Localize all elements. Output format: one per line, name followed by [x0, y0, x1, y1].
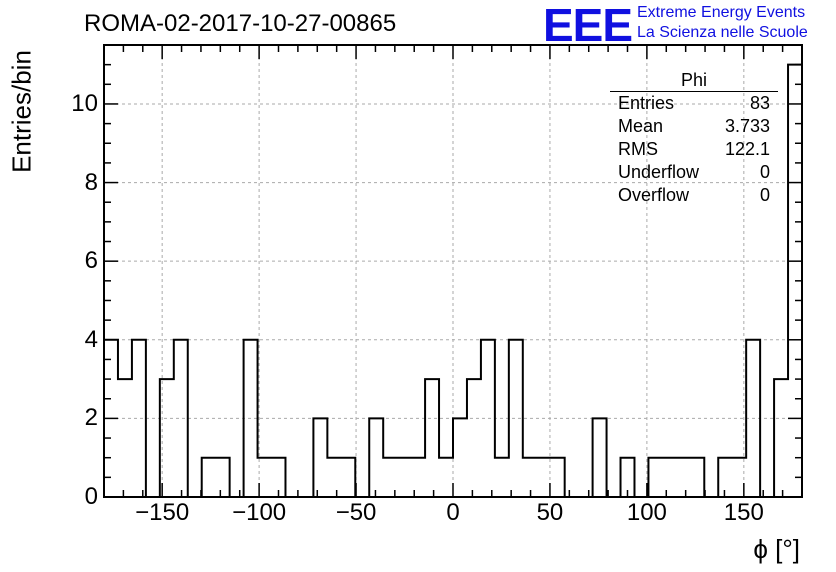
x-tick-label: 0	[446, 499, 459, 527]
y-tick-label: 2	[70, 404, 98, 432]
histogram-bin	[313, 418, 327, 497]
x-axis-label: ϕ [°]	[753, 534, 800, 565]
stats-row-mean: Mean 3.733	[610, 115, 778, 138]
histogram-bin	[244, 340, 258, 497]
y-tick-label: 4	[70, 326, 98, 354]
histogram-bin	[551, 458, 565, 497]
histogram-bin	[774, 379, 788, 497]
histogram-bin	[690, 458, 704, 497]
y-tick-label: 0	[70, 483, 98, 511]
histogram-bin	[593, 418, 607, 497]
stats-row-overflow: Overflow 0	[610, 184, 778, 207]
stats-row-rms: RMS 122.1	[610, 138, 778, 161]
logo-line-1: Extreme Energy Events	[637, 4, 805, 22]
histogram-bin	[216, 458, 230, 497]
stats-title: Phi	[610, 70, 778, 90]
y-tick-label: 6	[70, 247, 98, 275]
histogram-bin	[537, 458, 551, 497]
stats-row-underflow: Underflow 0	[610, 161, 778, 184]
y-axis-label: Entries/bin	[7, 42, 38, 182]
histogram-bin	[160, 379, 174, 497]
histogram-bin	[132, 340, 146, 497]
x-tick-label: −100	[232, 499, 286, 527]
histogram-bin	[676, 458, 690, 497]
histogram-bin	[369, 418, 383, 497]
histogram-bin	[467, 379, 481, 497]
y-tick-label: 10	[70, 90, 98, 118]
stats-row-entries: Entries 83	[610, 92, 778, 115]
logo-line-2: La Scienza nelle Scuole	[637, 24, 808, 42]
histogram-bin	[202, 458, 216, 497]
x-tick-label: 100	[627, 499, 667, 527]
x-tick-label: 150	[724, 499, 764, 527]
histogram-bin	[718, 458, 732, 497]
histogram-bin	[509, 340, 523, 497]
histogram-bin	[425, 379, 439, 497]
histogram-bin	[174, 340, 188, 497]
histogram-bin	[327, 458, 341, 497]
histogram-bin	[341, 458, 355, 497]
histogram-bin	[495, 458, 509, 497]
x-tick-label: 50	[537, 499, 564, 527]
eee-logo: EEE	[543, 0, 632, 52]
y-tick-label: 8	[70, 169, 98, 197]
histogram-bin	[523, 458, 537, 497]
histogram-bin	[648, 458, 662, 497]
histogram-bin	[118, 379, 132, 497]
histogram-bin	[746, 340, 760, 497]
histogram-bin	[662, 458, 676, 497]
x-tick-label: −50	[336, 499, 377, 527]
histogram-bin	[411, 458, 425, 497]
stats-box: Phi Entries 83 Mean 3.733 RMS 122.1 Underfl…	[610, 70, 778, 207]
histogram-bin	[439, 458, 453, 497]
histogram-bin	[453, 418, 467, 497]
chart-title: ROMA-02-2017-10-27-00865	[84, 10, 396, 38]
histogram-bin	[397, 458, 411, 497]
x-tick-label: −150	[135, 499, 189, 527]
histogram-bin	[481, 340, 495, 497]
